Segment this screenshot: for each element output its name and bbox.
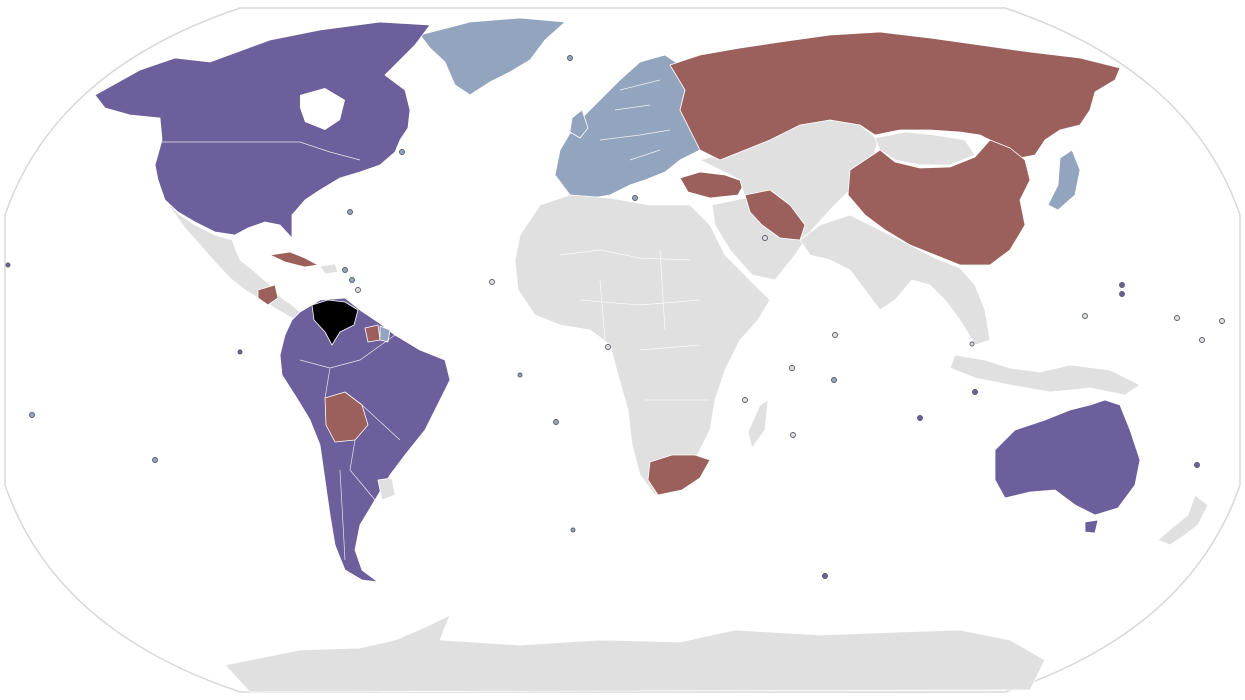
island-dot <box>553 419 559 425</box>
island-dot <box>355 287 361 293</box>
island-dot <box>790 432 796 438</box>
region-turkey <box>679 171 746 199</box>
region-south-southeast-asia <box>799 214 991 346</box>
island-dot <box>29 412 35 418</box>
island-dot <box>1082 313 1088 319</box>
island-dot <box>742 397 748 403</box>
region-guyana <box>364 324 381 343</box>
island-dot <box>1119 282 1125 288</box>
island-dot <box>1174 315 1180 321</box>
region-antarctica <box>224 614 1046 693</box>
island-dot <box>1219 318 1225 324</box>
island-dot <box>832 332 838 338</box>
region-north-america <box>94 21 431 239</box>
region-south-america <box>279 297 451 583</box>
region-indonesia <box>949 354 1141 396</box>
island-dot <box>399 149 405 155</box>
island-dot <box>917 415 923 421</box>
island-dot <box>489 279 495 285</box>
island-dot <box>517 372 523 378</box>
island-dot <box>969 341 975 347</box>
region-russia <box>669 31 1121 161</box>
europe-borders <box>599 79 671 161</box>
island-dot <box>789 365 795 371</box>
map-frame <box>4 7 1241 693</box>
island-dot <box>152 457 158 463</box>
region-uruguay <box>377 477 396 501</box>
island-dot <box>605 344 611 350</box>
island-dot <box>1194 462 1200 468</box>
region-madagascar <box>747 399 769 449</box>
island-dot <box>632 195 638 201</box>
island-dot <box>972 389 978 395</box>
island-dot <box>237 349 243 355</box>
island-markers <box>5 55 1225 579</box>
region-australia <box>994 399 1141 516</box>
island-dot <box>822 573 828 579</box>
island-dot <box>347 209 353 215</box>
region-mongolia <box>874 131 976 166</box>
region-japan <box>1047 149 1081 211</box>
region-china <box>847 139 1031 266</box>
region-new-zealand <box>1157 494 1209 546</box>
region-venezuela <box>311 299 359 346</box>
island-dot <box>342 267 348 273</box>
africa-borders <box>559 249 710 401</box>
region-hispaniola <box>319 263 339 275</box>
region-uk <box>569 109 589 139</box>
region-bolivia <box>324 391 369 443</box>
island-dot <box>349 277 355 283</box>
island-dot <box>1199 337 1205 343</box>
region-cuba <box>269 251 319 268</box>
region-suriname <box>379 325 391 343</box>
island-dot <box>5 262 11 268</box>
island-dot <box>567 55 573 61</box>
hudson-bay <box>300 88 345 130</box>
island-dot <box>762 235 768 241</box>
island-dot <box>570 527 576 533</box>
island-dot <box>1119 291 1125 297</box>
region-greenland <box>419 17 566 96</box>
us-canada-border <box>160 141 361 161</box>
region-south-africa <box>647 454 711 496</box>
region-tasmania <box>1084 519 1099 534</box>
south-america-borders <box>299 334 401 561</box>
island-dot <box>831 377 837 383</box>
region-nicaragua <box>257 284 279 306</box>
region-africa <box>514 194 771 496</box>
